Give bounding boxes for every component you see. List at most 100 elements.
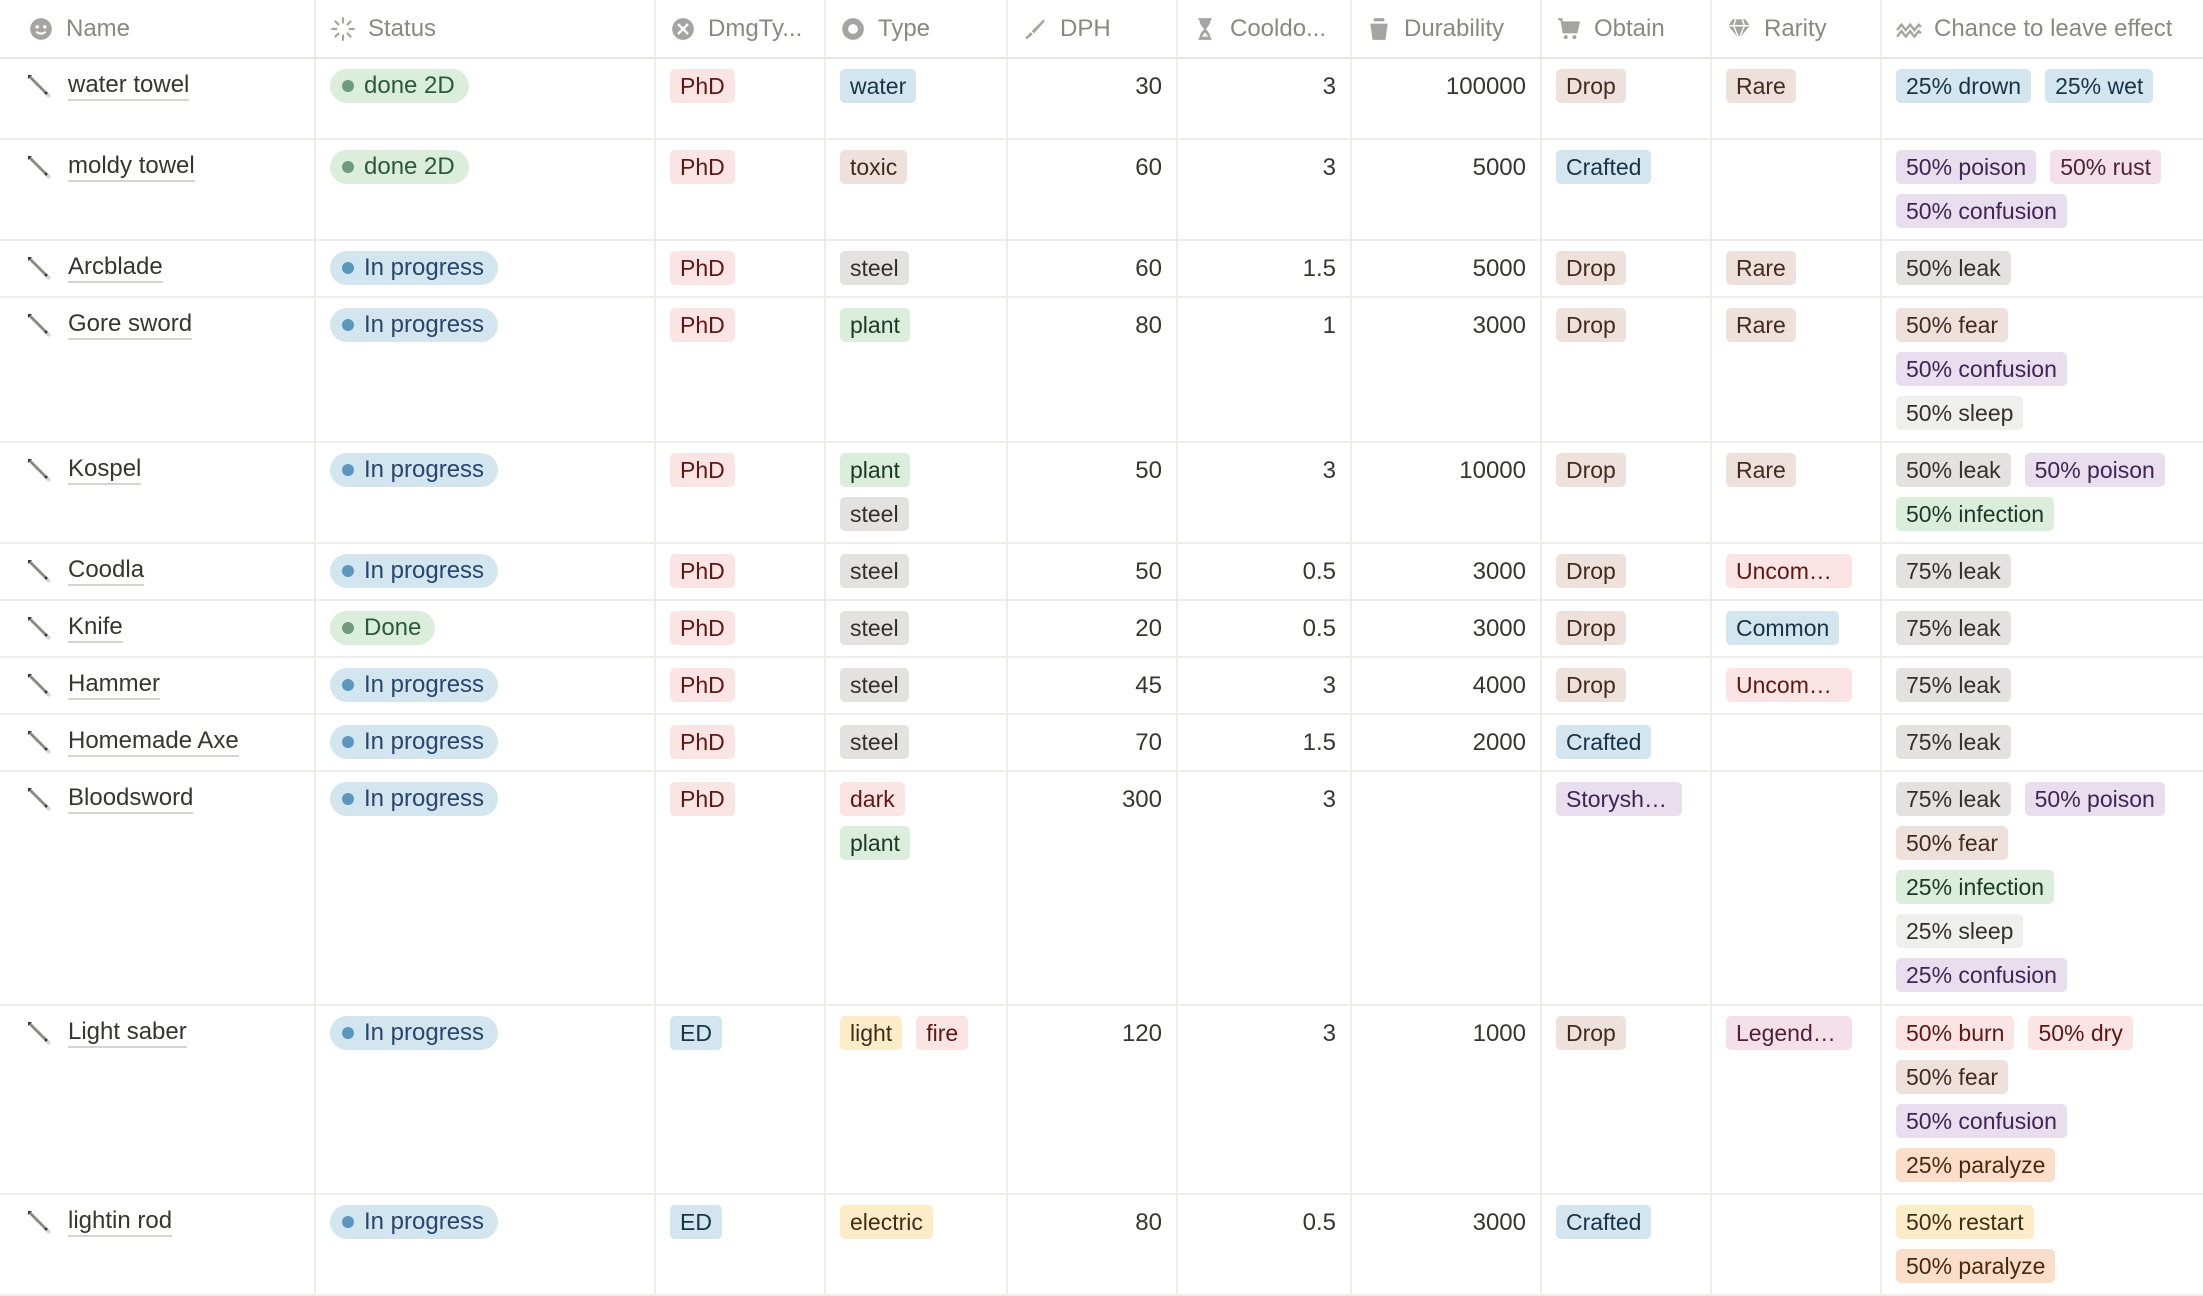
dmg-type-cell[interactable]: PhD	[656, 601, 826, 656]
cooldown-cell[interactable]: 0.5	[1178, 544, 1352, 599]
table-row[interactable]: Arcblade In progress PhD steel 60 1.5 5000 Drop…	[0, 241, 2203, 298]
cooldown-cell[interactable]: 0.5	[1178, 601, 1352, 656]
type-cell[interactable]: toxic	[826, 140, 1008, 239]
durability-cell[interactable]: 2000	[1352, 715, 1542, 770]
status-cell[interactable]: In progress	[316, 443, 656, 542]
durability-cell[interactable]	[1352, 772, 1542, 1004]
rarity-cell[interactable]: Uncomm...	[1712, 544, 1882, 599]
rarity-cell[interactable]: Uncomm...	[1712, 658, 1882, 713]
dph-cell[interactable]: 120	[1008, 1006, 1178, 1193]
obtain-cell[interactable]: Crafted	[1542, 715, 1712, 770]
name-cell[interactable]: Gore sword	[0, 298, 316, 441]
durability-cell[interactable]: 3000	[1352, 601, 1542, 656]
rarity-cell[interactable]: Legendary	[1712, 1006, 1882, 1193]
rarity-cell[interactable]	[1712, 772, 1882, 1004]
durability-cell[interactable]: 100000	[1352, 59, 1542, 138]
dmg-type-cell[interactable]: PhD	[656, 658, 826, 713]
item-name-link[interactable]: Arcblade	[68, 253, 163, 283]
type-cell[interactable]: electric	[826, 1195, 1008, 1294]
chance-cell[interactable]: 75% leak	[1882, 544, 2203, 599]
chance-cell[interactable]: 25% drown 25% wet	[1882, 59, 2203, 138]
status-cell[interactable]: In progress	[316, 715, 656, 770]
type-cell[interactable]: steel	[826, 658, 1008, 713]
dph-cell[interactable]: 50	[1008, 443, 1178, 542]
item-name-link[interactable]: Knife	[68, 613, 123, 643]
dph-cell[interactable]: 50	[1008, 544, 1178, 599]
dph-cell[interactable]: 30	[1008, 59, 1178, 138]
cooldown-cell[interactable]: 3	[1178, 140, 1352, 239]
column-header-rarity[interactable]: Rarity	[1712, 0, 1882, 57]
item-name-link[interactable]: moldy towel	[68, 152, 195, 182]
table-row[interactable]: Homemade Axe In progress PhD steel 70 1.5 2000…	[0, 715, 2203, 772]
dmg-type-cell[interactable]: ED	[656, 1006, 826, 1193]
item-name-link[interactable]: Gore sword	[68, 310, 193, 340]
dmg-type-cell[interactable]: ED	[656, 1195, 826, 1294]
obtain-cell[interactable]: Drop	[1542, 658, 1712, 713]
rarity-cell[interactable]: Common	[1712, 601, 1882, 656]
chance-cell[interactable]: 75% leak	[1882, 601, 2203, 656]
durability-cell[interactable]: 5000	[1352, 241, 1542, 296]
name-cell[interactable]: Knife	[0, 601, 316, 656]
chance-cell[interactable]: 50% burn 50% dry 50% fear 50% confusion 25% …	[1882, 1006, 2203, 1193]
rarity-cell[interactable]	[1712, 715, 1882, 770]
item-name-link[interactable]: Light saber	[68, 1018, 187, 1048]
table-row[interactable]: Gore sword In progress PhD plant 80 1 3000 Drop…	[0, 298, 2203, 443]
item-name-link[interactable]: water towel	[68, 71, 190, 101]
cooldown-cell[interactable]: 3	[1178, 772, 1352, 1004]
chance-cell[interactable]: 75% leak	[1882, 658, 2203, 713]
cooldown-cell[interactable]: 3	[1178, 59, 1352, 138]
type-cell[interactable]: steel	[826, 715, 1008, 770]
obtain-cell[interactable]: Drop	[1542, 443, 1712, 542]
column-header-type[interactable]: Type	[826, 0, 1008, 57]
obtain-cell[interactable]: Drop	[1542, 544, 1712, 599]
dmg-type-cell[interactable]: PhD	[656, 772, 826, 1004]
dph-cell[interactable]: 60	[1008, 241, 1178, 296]
table-row[interactable]: Hammer In progress PhD steel 45 3 4000 Drop Unco…	[0, 658, 2203, 715]
chance-cell[interactable]: 50% leak 50% poison 50% infection	[1882, 443, 2203, 542]
durability-cell[interactable]: 4000	[1352, 658, 1542, 713]
durability-cell[interactable]: 1000	[1352, 1006, 1542, 1193]
type-cell[interactable]: plant steel	[826, 443, 1008, 542]
chance-cell[interactable]: 50% fear 50% confusion 50% sleep	[1882, 298, 2203, 441]
chance-cell[interactable]: 50% leak	[1882, 241, 2203, 296]
item-name-link[interactable]: Hammer	[68, 670, 161, 700]
name-cell[interactable]: Homemade Axe	[0, 715, 316, 770]
type-cell[interactable]: steel	[826, 601, 1008, 656]
name-cell[interactable]: Hammer	[0, 658, 316, 713]
item-name-link[interactable]: lightin rod	[68, 1207, 173, 1237]
dmg-type-cell[interactable]: PhD	[656, 241, 826, 296]
dmg-type-cell[interactable]: PhD	[656, 544, 826, 599]
column-header-cool[interactable]: Cooldo...	[1178, 0, 1352, 57]
column-header-dur[interactable]: Durability	[1352, 0, 1542, 57]
cooldown-cell[interactable]: 1.5	[1178, 715, 1352, 770]
rarity-cell[interactable]: Rare	[1712, 241, 1882, 296]
rarity-cell[interactable]: Rare	[1712, 443, 1882, 542]
cooldown-cell[interactable]: 1.5	[1178, 241, 1352, 296]
name-cell[interactable]: Arcblade	[0, 241, 316, 296]
name-cell[interactable]: Light saber	[0, 1006, 316, 1193]
status-cell[interactable]: In progress	[316, 772, 656, 1004]
status-cell[interactable]: In progress	[316, 1006, 656, 1193]
durability-cell[interactable]: 3000	[1352, 1195, 1542, 1294]
dph-cell[interactable]: 80	[1008, 298, 1178, 441]
item-name-link[interactable]: Homemade Axe	[68, 727, 239, 757]
dmg-type-cell[interactable]: PhD	[656, 715, 826, 770]
status-cell[interactable]: In progress	[316, 544, 656, 599]
cooldown-cell[interactable]: 3	[1178, 658, 1352, 713]
durability-cell[interactable]: 5000	[1352, 140, 1542, 239]
column-header-dph[interactable]: DPH	[1008, 0, 1178, 57]
dmg-type-cell[interactable]: PhD	[656, 298, 826, 441]
item-name-link[interactable]: Coodla	[68, 556, 145, 586]
item-name-link[interactable]: Bloodsword	[68, 784, 194, 814]
obtain-cell[interactable]: Drop	[1542, 59, 1712, 138]
type-cell[interactable]: water	[826, 59, 1008, 138]
dmg-type-cell[interactable]: PhD	[656, 140, 826, 239]
rarity-cell[interactable]	[1712, 1195, 1882, 1294]
cooldown-cell[interactable]: 0.5	[1178, 1195, 1352, 1294]
durability-cell[interactable]: 10000	[1352, 443, 1542, 542]
rarity-cell[interactable]: Rare	[1712, 298, 1882, 441]
status-cell[interactable]: In progress	[316, 241, 656, 296]
name-cell[interactable]: Kospel	[0, 443, 316, 542]
obtain-cell[interactable]: Drop	[1542, 601, 1712, 656]
chance-cell[interactable]: 75% leak 50% poison 50% fear 25% infection 2…	[1882, 772, 2203, 1004]
